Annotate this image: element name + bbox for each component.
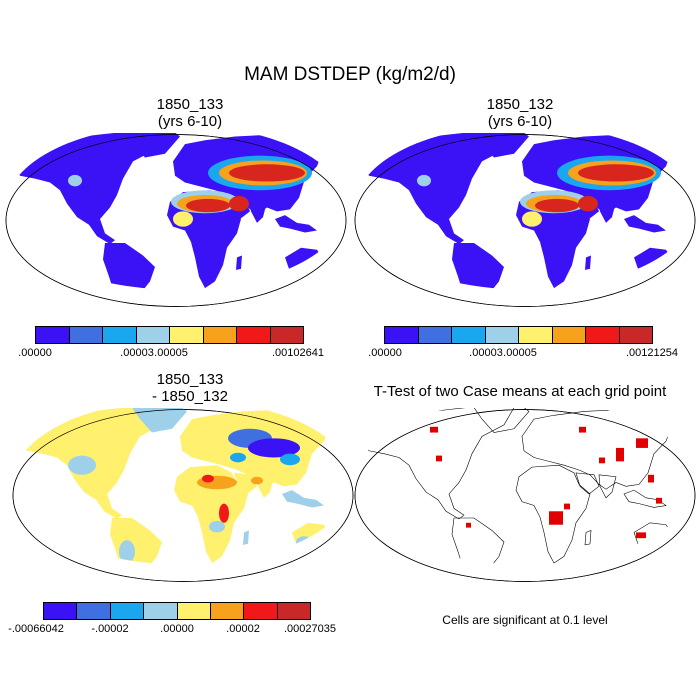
panel-2-title-line2: (yrs 6-10)	[487, 113, 553, 130]
colorbar-2-swatch	[619, 327, 652, 343]
panel-2-title: 1850_132 (yrs 6-10)	[355, 96, 685, 130]
land-fill	[10, 133, 325, 290]
panel-3-title-line1: 1850_133	[156, 371, 224, 388]
colorbar-1-label: .00005	[154, 347, 188, 359]
colorbar-2-label: .00003	[469, 347, 503, 359]
colorbar-1-swatch	[103, 327, 137, 343]
colorbar-1-swatch	[69, 327, 103, 343]
panel-1-title: 1850_133 (yrs 6-10)	[25, 96, 355, 130]
colorbar-3-label: .00027035	[284, 623, 336, 635]
panel-1-map	[5, 133, 347, 307]
colorbar-3-swatch	[144, 603, 178, 619]
colorbar-1-swatch	[203, 327, 237, 343]
panel-4-title: T-Test of two Case means at each grid po…	[345, 383, 695, 400]
land-fill	[359, 133, 674, 290]
figure-title: MAM DSTDEP (kg/m2/d)	[244, 64, 456, 85]
panel-2-title-line1: 1850_132	[486, 96, 554, 113]
panel-4-title-line1: T-Test of two Case means at each grid po…	[373, 383, 667, 400]
colorbar-1-swatch	[270, 327, 303, 343]
colorbar-1-swatch	[136, 327, 170, 343]
colorbar-3-label: -.00002	[91, 623, 129, 635]
colorbar-1	[35, 326, 304, 344]
colorbar-2-label: .00000	[368, 347, 402, 359]
panel-2-map	[354, 133, 696, 307]
colorbar-3	[43, 602, 311, 620]
panel-1-title-line2: (yrs 6-10)	[157, 113, 223, 130]
colorbar-2-swatch	[418, 327, 452, 343]
colorbar-3-swatch	[210, 603, 245, 619]
colorbar-1-label: .00102641	[272, 347, 324, 359]
panel-3-map	[12, 408, 354, 582]
colorbar-2-swatch	[519, 327, 553, 343]
colorbar-1-swatch	[237, 327, 271, 343]
colorbar-1-label: .00000	[18, 347, 52, 359]
colorbar-1-label: .00003	[120, 347, 154, 359]
colorbar-2-label: .00121254	[626, 347, 678, 359]
colorbar-2	[384, 326, 653, 344]
colorbar-3-swatch	[277, 603, 310, 619]
panel-1-title-line1: 1850_133	[156, 96, 224, 113]
colorbar-2-swatch	[485, 327, 519, 343]
colorbar-3-label: .00000	[160, 623, 194, 635]
colorbar-2-swatch	[452, 327, 486, 343]
colorbar-2-label: .00005	[503, 347, 537, 359]
colorbar-2-swatch	[385, 327, 419, 343]
colorbar-3-swatch	[244, 603, 278, 619]
colorbar-3-swatch	[110, 603, 145, 619]
panel-4-map	[354, 408, 696, 582]
colorbar-3-label: -.00066042	[8, 623, 64, 635]
colorbar-3-swatch	[77, 603, 111, 619]
colorbar-1-swatch	[170, 327, 204, 343]
colorbar-1-swatch	[36, 327, 70, 343]
colorbar-3-swatch	[177, 603, 211, 619]
colorbar-3-swatch	[44, 603, 78, 619]
colorbar-2-swatch	[586, 327, 620, 343]
colorbar-2-swatch	[552, 327, 586, 343]
colorbar-3-label: .00002	[226, 623, 260, 635]
panel-3-title-line2: - 1850_132	[152, 388, 228, 405]
land-fill	[17, 408, 332, 565]
panel-3-title: 1850_133 - 1850_132	[25, 371, 355, 405]
ttest-note: Cells are significant at 0.1 level	[442, 613, 608, 627]
